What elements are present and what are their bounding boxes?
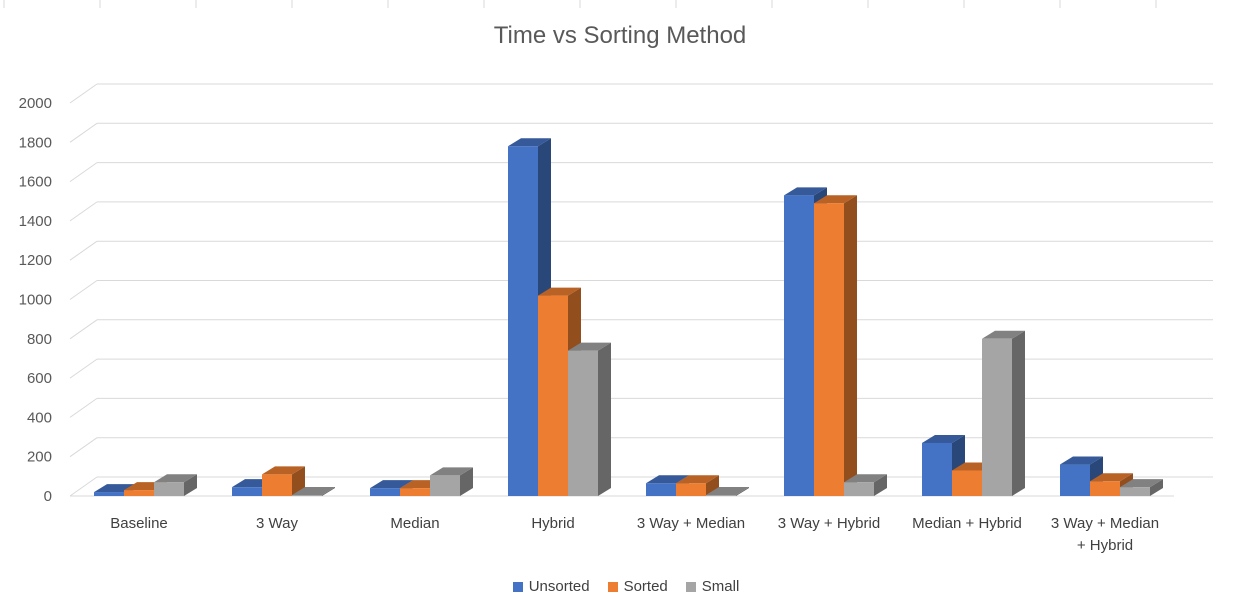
y-tick-label: 2000 bbox=[19, 95, 52, 112]
bar bbox=[508, 146, 538, 497]
gridline-side bbox=[69, 358, 98, 379]
x-tick-label: Median + Hybrid bbox=[912, 515, 1022, 532]
bar-top bbox=[538, 287, 581, 296]
bar-top bbox=[1120, 479, 1163, 488]
y-tick-label: 0 bbox=[44, 488, 52, 505]
x-tick-label: 3 Way + Hybrid bbox=[778, 515, 880, 532]
bar bbox=[922, 442, 952, 496]
y-tick-label: 600 bbox=[27, 370, 52, 387]
y-tick-label: 1600 bbox=[19, 174, 52, 191]
bar-top bbox=[706, 487, 749, 496]
bar-top bbox=[430, 467, 473, 476]
legend-item: Unsorted bbox=[512, 578, 590, 595]
bar-top bbox=[154, 474, 197, 483]
legend-label: Unsorted bbox=[528, 578, 590, 595]
bar-side bbox=[736, 487, 749, 496]
bar bbox=[154, 482, 184, 496]
bar bbox=[844, 482, 874, 496]
gridline-side bbox=[69, 162, 98, 183]
bar bbox=[952, 470, 982, 496]
bar-top bbox=[568, 342, 611, 351]
bar bbox=[292, 495, 322, 497]
bar-top bbox=[1060, 456, 1103, 465]
legend-label: Sorted bbox=[623, 578, 668, 595]
bar bbox=[1060, 464, 1090, 496]
gridline-side bbox=[69, 201, 98, 222]
bar-side bbox=[844, 195, 857, 496]
bar bbox=[430, 475, 460, 496]
bar bbox=[1120, 487, 1150, 496]
bar-top bbox=[982, 330, 1025, 339]
bar-top bbox=[784, 187, 827, 196]
bar bbox=[124, 490, 154, 496]
gridline-side bbox=[69, 397, 98, 418]
chart-title: Time vs Sorting Method bbox=[493, 22, 747, 49]
y-tick-label: 1800 bbox=[19, 134, 52, 151]
gridline-side bbox=[69, 437, 98, 458]
bar bbox=[982, 338, 1012, 496]
y-tick-label: 200 bbox=[27, 449, 52, 466]
bar bbox=[538, 295, 568, 496]
bar-top bbox=[262, 466, 305, 475]
bar-side bbox=[706, 475, 719, 496]
gridline-side bbox=[69, 476, 98, 497]
x-tick-label: Median bbox=[390, 515, 439, 532]
bar-side bbox=[1012, 330, 1025, 496]
bar-top bbox=[370, 480, 413, 489]
top-cell-borders bbox=[3, 0, 1157, 8]
bar bbox=[232, 487, 262, 496]
y-tick-label: 800 bbox=[27, 331, 52, 348]
bar bbox=[814, 203, 844, 496]
bar bbox=[370, 488, 400, 496]
bar-top bbox=[814, 195, 857, 204]
bar-side bbox=[874, 474, 887, 496]
bar-top bbox=[292, 487, 335, 496]
x-tick-label: Hybrid bbox=[531, 515, 574, 532]
legend-item: Sorted bbox=[607, 578, 668, 595]
y-tick-label: 400 bbox=[27, 409, 52, 426]
bar-top bbox=[922, 434, 965, 443]
bar-side bbox=[598, 342, 611, 496]
bar bbox=[568, 350, 598, 496]
chart-legend: Unsorted Sorted Small bbox=[0, 578, 1252, 595]
bar-side bbox=[1150, 479, 1163, 496]
bar-top bbox=[1090, 473, 1133, 482]
x-tick-label: Baseline bbox=[110, 515, 168, 532]
legend-swatch bbox=[607, 581, 618, 592]
bar bbox=[262, 474, 292, 496]
bar-top bbox=[676, 475, 719, 484]
x-tick-label: 3 Way + Median + Hybrid bbox=[1051, 515, 1159, 554]
bar-top bbox=[844, 474, 887, 483]
bar bbox=[646, 483, 676, 496]
chart-plot-area: 0 200 400 600 800 1000 1200 1400 1600 1800 2000 Bas… bbox=[19, 83, 1213, 554]
bar-top bbox=[646, 475, 689, 484]
bar-side bbox=[460, 467, 473, 496]
x-tick-label: 3 Way bbox=[256, 515, 298, 532]
legend-label: Small bbox=[701, 578, 740, 595]
legend-item: Small bbox=[685, 578, 740, 595]
legend-swatch bbox=[685, 581, 696, 592]
bar-side bbox=[292, 466, 305, 496]
bar bbox=[400, 488, 430, 496]
gridline-side bbox=[69, 319, 98, 340]
y-tick-label: 1000 bbox=[19, 292, 52, 309]
gridline-side bbox=[69, 122, 98, 143]
legend-swatch bbox=[512, 581, 523, 592]
bar bbox=[784, 195, 814, 497]
bar bbox=[676, 483, 706, 496]
bar-side bbox=[184, 474, 197, 496]
x-tick-label: 3 Way + Median bbox=[637, 515, 745, 532]
bar-side bbox=[322, 487, 335, 496]
bar bbox=[94, 492, 124, 496]
y-tick-label: 1400 bbox=[19, 213, 52, 230]
bar bbox=[1090, 481, 1120, 496]
bar-top bbox=[508, 138, 551, 147]
y-tick-label: 1200 bbox=[19, 252, 52, 269]
gridline-side bbox=[69, 280, 98, 300]
gridline-side bbox=[69, 240, 98, 261]
gridline-side bbox=[69, 83, 98, 104]
bar bbox=[706, 495, 736, 497]
